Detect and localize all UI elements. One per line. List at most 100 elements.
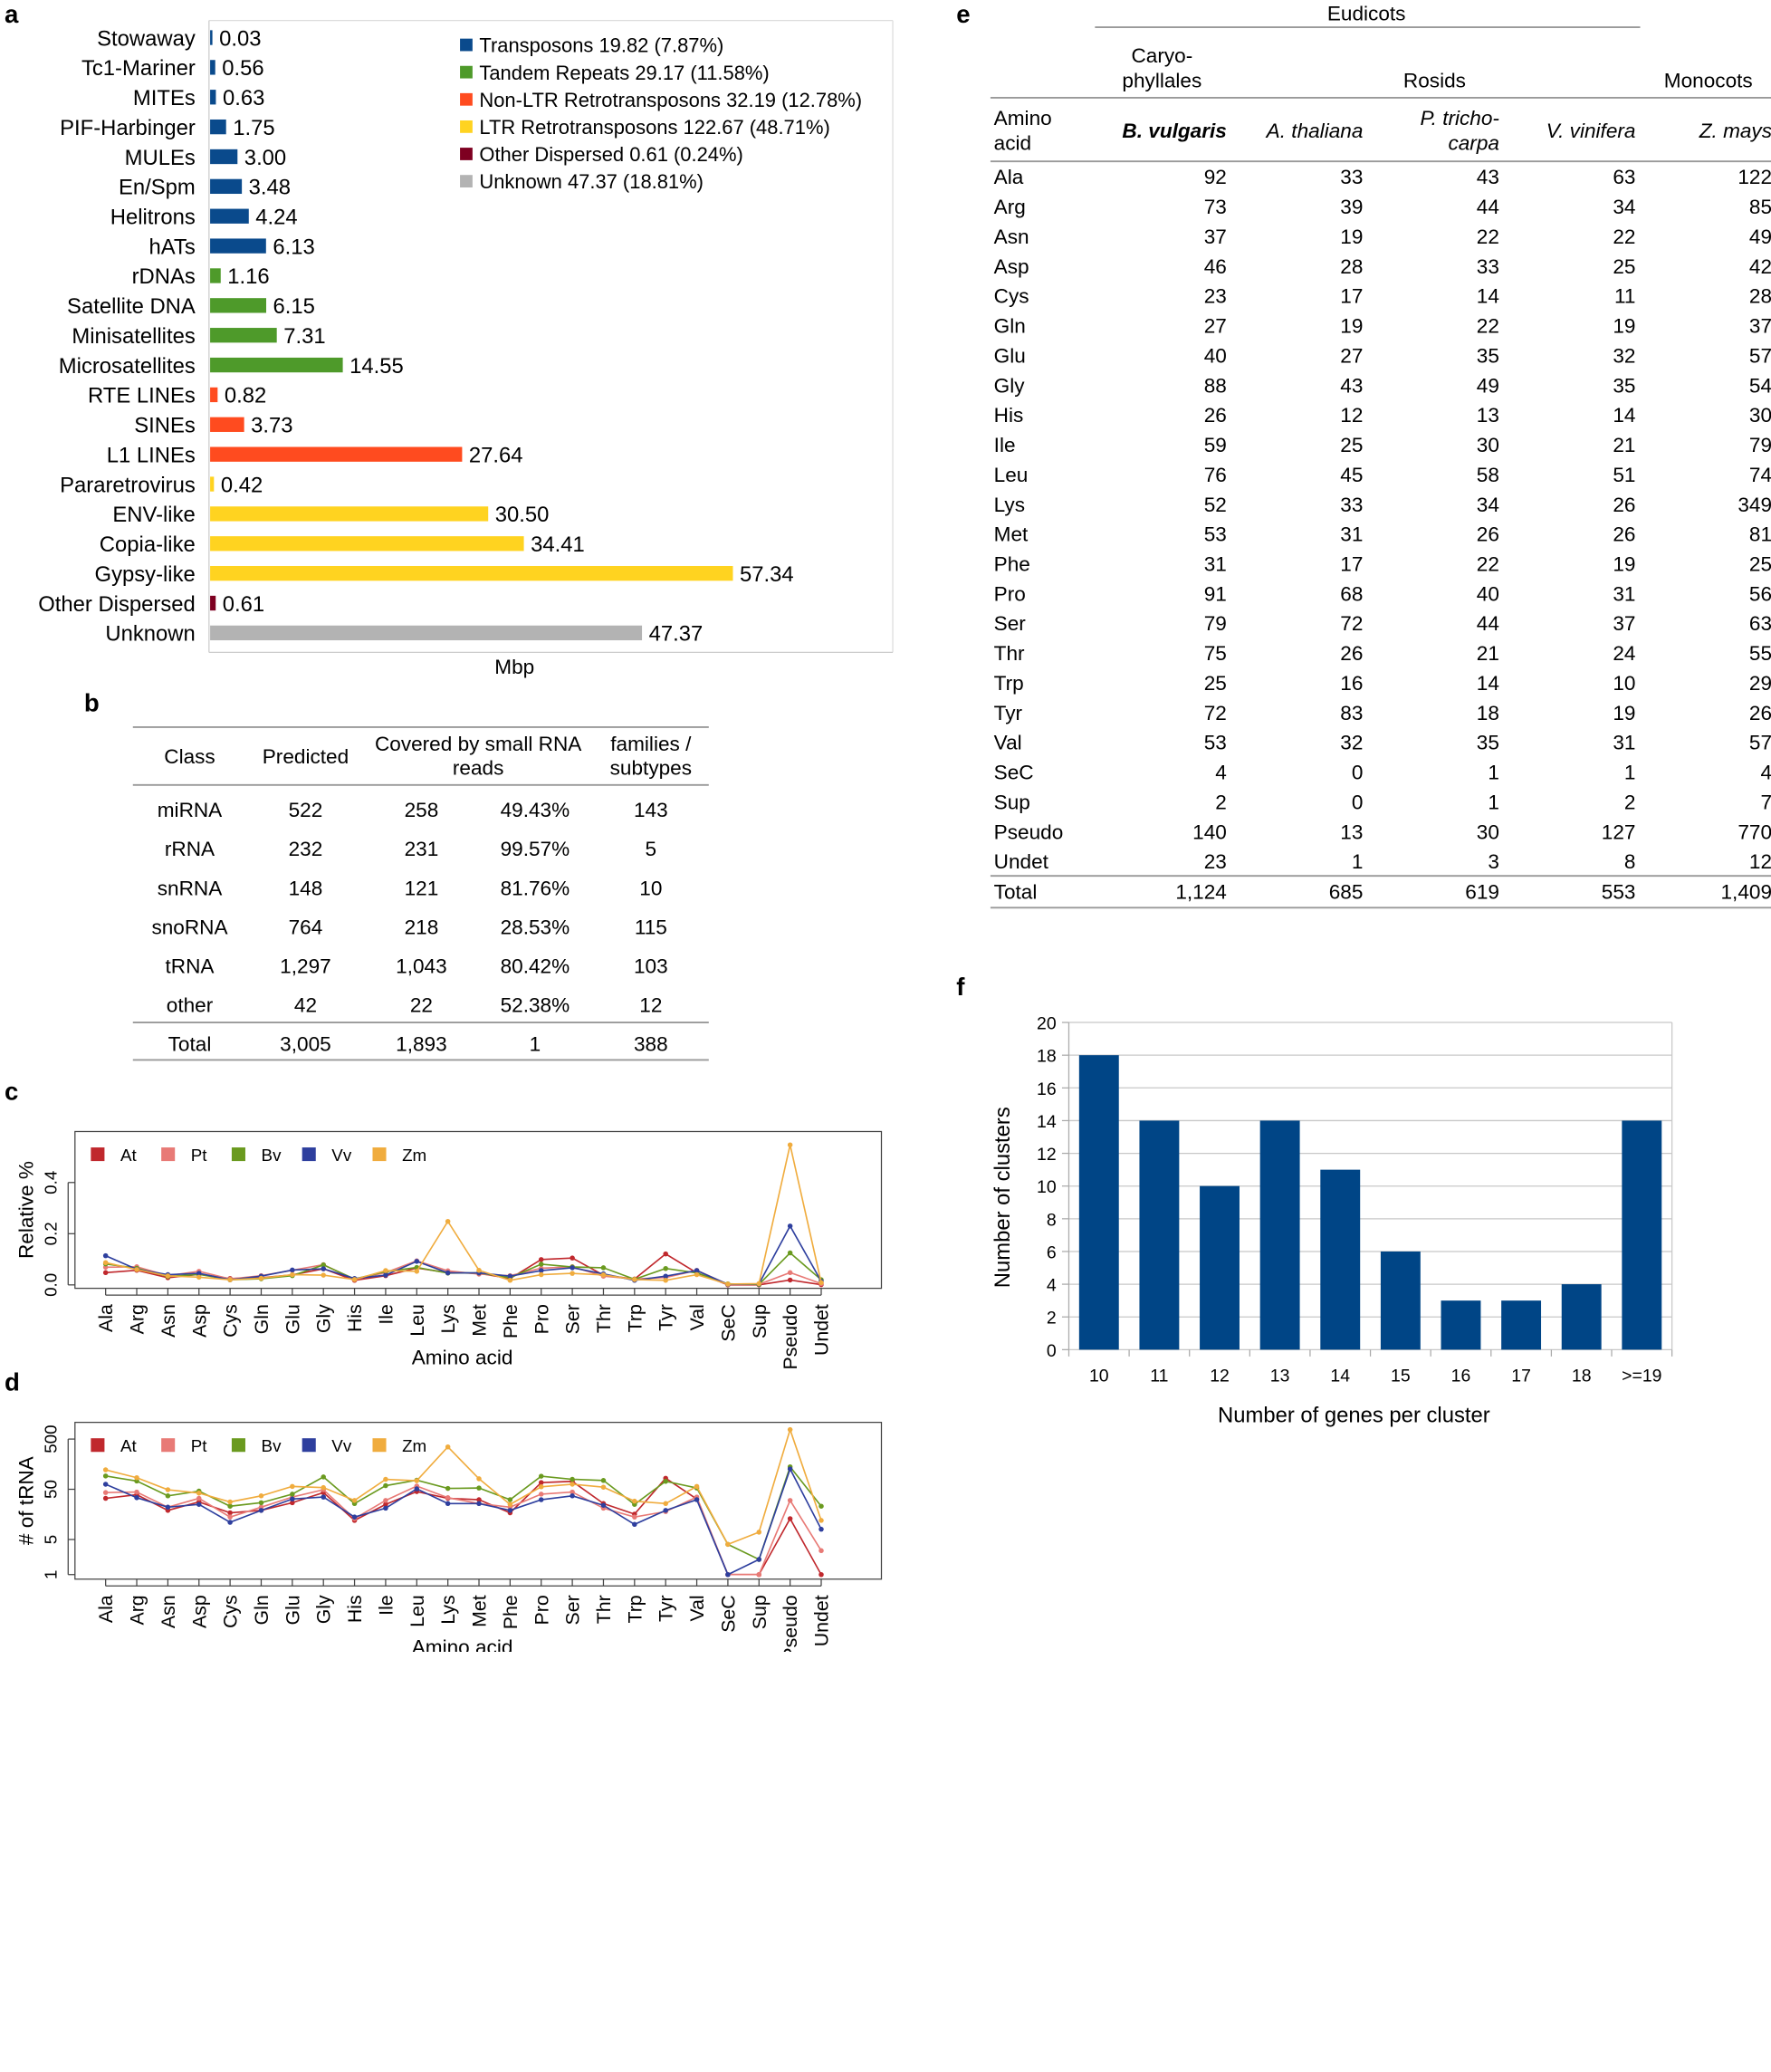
table-cell: 11	[1614, 285, 1635, 308]
x-tick-label: Tyr	[656, 1595, 677, 1622]
y-tick-label: 5	[42, 1535, 61, 1544]
data-point	[102, 1270, 109, 1276]
data-point	[538, 1480, 544, 1485]
bar	[210, 595, 216, 611]
bar	[210, 387, 218, 403]
data-point	[570, 1271, 575, 1276]
plot-frame	[74, 1422, 883, 1580]
data-point	[134, 1474, 139, 1481]
legend-label: Unknown 47.37 (18.81%)	[479, 170, 704, 193]
panel-label-a: a	[5, 0, 19, 28]
category-label: Tc1-Mariner	[81, 56, 196, 81]
data-point	[663, 1273, 668, 1279]
table-cell: 5	[646, 838, 657, 860]
table-cell: 33	[1340, 166, 1363, 188]
header-class: Class	[164, 745, 215, 768]
table-cell: 31	[1613, 582, 1635, 605]
data-point	[818, 1518, 824, 1523]
bar	[210, 446, 463, 462]
data-point	[818, 1280, 824, 1286]
data-point	[725, 1281, 731, 1287]
table-cell: 79	[1749, 434, 1771, 456]
data-point	[538, 1257, 544, 1262]
data-point	[787, 1223, 793, 1229]
row-label: Thr	[994, 642, 1025, 665]
x-tick-label: Val	[686, 1595, 708, 1621]
row-label: Met	[994, 523, 1029, 546]
y-tick-label: 50	[42, 1480, 61, 1499]
data-point	[414, 1478, 420, 1483]
data-point	[538, 1268, 544, 1273]
data-point	[227, 1510, 233, 1516]
bar	[1320, 1169, 1361, 1350]
series-line	[105, 1224, 822, 1286]
data-point	[290, 1492, 295, 1497]
table-cell: 19	[1340, 315, 1363, 338]
row-label: Ser	[994, 612, 1027, 635]
data-point	[351, 1498, 358, 1503]
x-tick-label: Cys	[220, 1304, 242, 1338]
total-cell: 3,005	[280, 1032, 331, 1055]
legend-label: Other Dispersed 0.61 (0.24%)	[479, 143, 742, 166]
legend-swatch	[460, 148, 473, 160]
data-point	[165, 1487, 171, 1492]
data-point	[227, 1503, 233, 1509]
data-point	[102, 1467, 109, 1472]
data-point	[787, 1277, 793, 1283]
data-point	[570, 1255, 575, 1261]
data-point	[321, 1474, 326, 1480]
x-tick-label: Ile	[375, 1595, 397, 1616]
row-label: His	[994, 404, 1024, 427]
x-tick-label: Phe	[500, 1304, 522, 1338]
table-cell: 218	[405, 916, 439, 938]
legend-swatch	[302, 1438, 316, 1453]
table-cell: 53	[1204, 523, 1227, 546]
table-cell: snRNA	[158, 877, 223, 899]
x-tick-label: Leu	[407, 1595, 428, 1627]
x-tick-label: Asp	[188, 1595, 210, 1628]
table-cell: 73	[1204, 196, 1227, 218]
x-tick-label: Ile	[375, 1304, 397, 1325]
table-cell: 18	[1477, 702, 1499, 724]
table-cell: 12	[639, 994, 662, 1017]
x-axis-label: Number of genes per cluster	[1218, 1404, 1490, 1428]
group-header-monocots: Monocots	[1664, 70, 1753, 92]
row-label: Gln	[994, 315, 1026, 338]
data-point	[818, 1503, 824, 1509]
data-point	[570, 1476, 575, 1482]
x-tick-label: Tyr	[656, 1304, 677, 1331]
data-point	[538, 1492, 544, 1497]
species-header: B. vulgaris	[1122, 120, 1226, 142]
y-tick-label: 500	[42, 1424, 61, 1453]
group-header-caryophyllales: Caryo-	[1131, 44, 1192, 67]
data-point	[196, 1490, 202, 1496]
data-point	[570, 1493, 575, 1499]
x-tick-label: Asp	[188, 1304, 210, 1338]
x-tick-label: Val	[686, 1304, 708, 1330]
data-point	[725, 1571, 731, 1578]
x-tick-label: Glu	[282, 1304, 303, 1334]
x-tick-label: Lys	[437, 1595, 459, 1624]
data-point	[507, 1277, 513, 1283]
data-point	[538, 1261, 544, 1267]
row-label: Phe	[994, 553, 1030, 576]
table-cell: 35	[1613, 374, 1635, 397]
table-cell: 7	[1760, 791, 1771, 813]
table-cell: 1	[1352, 850, 1364, 873]
table-cell: 33	[1340, 494, 1363, 516]
value-label: 30.50	[495, 503, 550, 527]
table-cell: 1,297	[280, 955, 331, 978]
data-point	[321, 1272, 326, 1278]
y-tick-label: 0.0	[42, 1273, 61, 1297]
bar	[210, 625, 643, 641]
data-point	[383, 1268, 388, 1273]
x-tick-label: Thr	[593, 1304, 615, 1333]
species-header: V. vinifera	[1546, 120, 1636, 142]
data-point	[694, 1483, 700, 1490]
group-header-caryophyllales: phyllales	[1122, 70, 1201, 92]
data-point	[321, 1484, 326, 1491]
row-label: Asp	[994, 255, 1029, 278]
category-label: Copia-like	[100, 532, 196, 557]
table-cell: 148	[289, 877, 323, 899]
